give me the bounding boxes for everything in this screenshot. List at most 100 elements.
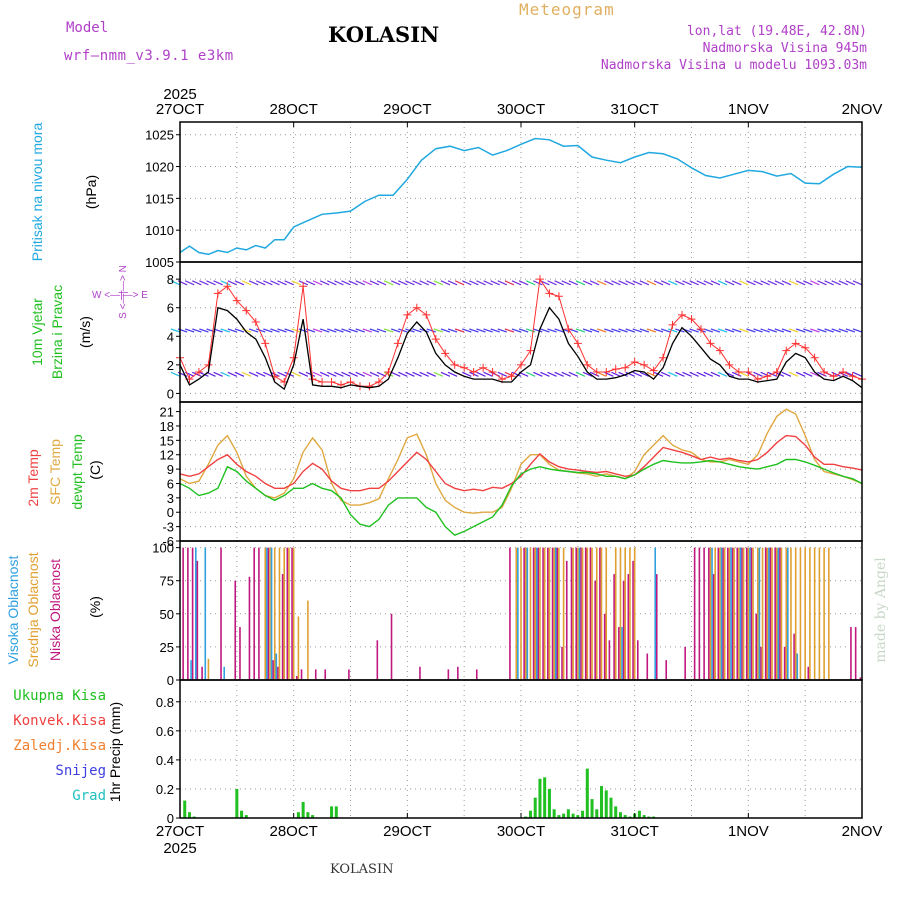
wind-arrow (646, 328, 657, 333)
precip-bar (552, 809, 556, 818)
footer-station: KOLASIN (330, 862, 394, 877)
wind-arrow (660, 280, 671, 286)
wind-arrow (256, 371, 266, 377)
wind-arrow (810, 280, 820, 286)
wind-arrow (611, 371, 621, 377)
wind-arrow (646, 371, 657, 377)
wind-gust-point (422, 310, 431, 319)
wind-gust-point (479, 363, 488, 372)
wind-arrow (184, 280, 195, 286)
wind-arrow (440, 280, 451, 286)
wind-arrow (511, 371, 522, 377)
wind-gust-point (289, 353, 298, 362)
wind-arrow (717, 371, 728, 377)
precip-bar (538, 778, 542, 818)
precip-bar (590, 799, 594, 818)
wind-arrow (511, 280, 522, 286)
wind-arrow (327, 328, 337, 333)
y-tick-label: 1025 (145, 128, 174, 143)
wind-arrow (675, 280, 685, 286)
y-tick-label: 1015 (145, 191, 174, 206)
wind-arrow (710, 371, 721, 377)
wind-arrow (369, 280, 380, 286)
x-tick-label-top: 30OCT (497, 101, 545, 118)
wind-arrow (746, 328, 756, 333)
wind-arrow (312, 371, 323, 377)
wind-arrow (618, 328, 628, 333)
wind-arrow (256, 280, 266, 286)
precip-legend-snow: Snijeg (55, 763, 106, 779)
y-tick-label: 8 (167, 272, 174, 287)
wind-gust-point (640, 360, 649, 369)
wind-arrow (632, 371, 643, 377)
wind-arrow (476, 280, 486, 286)
wind-arrow (824, 328, 834, 333)
wind-arrow (554, 280, 564, 286)
y-tick-label: 6 (167, 301, 174, 316)
wind-arrow (277, 280, 287, 286)
wind-arrow (220, 371, 230, 377)
wind-arrow (710, 328, 721, 333)
wind-arrow (263, 371, 273, 377)
wind-gust-point (573, 339, 582, 348)
wind-gust-point (318, 378, 327, 386)
y-tick-label: -3 (162, 520, 174, 535)
wind-arrow (575, 328, 586, 333)
y-tick-label: 75 (160, 574, 174, 589)
wind-arrow (490, 328, 500, 333)
wind-arrow (284, 371, 294, 377)
y-tick-label: 15 (160, 433, 174, 448)
precip-bar (543, 777, 547, 818)
y-tick-label: 21 (160, 405, 174, 420)
wind-compass-v: S <—|—> N (118, 265, 129, 319)
wind-arrow (540, 371, 550, 377)
cloud-label-high: Visoka Oblacnost (5, 556, 21, 665)
wind-arrow (604, 328, 614, 333)
wind-arrow (227, 328, 238, 333)
wind-arrow (746, 280, 756, 286)
wind-arrow (362, 371, 373, 377)
wind-arrow (390, 371, 401, 377)
x-tick-label-bottom: 1NOV (728, 823, 769, 840)
wind-arrow (632, 328, 642, 333)
wind-gust-point (791, 339, 800, 348)
wind-arrow (518, 280, 529, 286)
wind-arrow (696, 371, 706, 377)
wind-arrow (824, 280, 834, 286)
wind-arrow (788, 371, 799, 377)
wind-arrow (483, 371, 493, 377)
wind-gust-point (848, 372, 857, 381)
wind-arrow (192, 328, 202, 333)
wind-arrow (497, 371, 508, 377)
wind-arrow (781, 280, 792, 286)
wind-gust-point (772, 368, 781, 376)
wind-arrow (589, 371, 600, 377)
wind-arrow (717, 280, 728, 286)
x-tick-label-top: 28OCT (269, 101, 317, 118)
wind-arrow (355, 328, 365, 333)
wind-arrow (398, 280, 408, 286)
wind-gust-point (488, 368, 497, 376)
wind-arrow (241, 328, 252, 333)
wind-gust-point (299, 282, 308, 291)
wind-arrow (419, 280, 429, 286)
wind-arrow (739, 371, 749, 377)
wind-gust-point (393, 339, 402, 348)
wind-arrow (213, 280, 223, 286)
wind-gust-point (706, 339, 715, 348)
wind-arrow (341, 371, 351, 377)
precip-bar (301, 802, 305, 818)
wind-arrow (710, 280, 721, 286)
wind-gust-point (412, 303, 421, 312)
wind-arrow (476, 328, 486, 333)
wind-unit: (m/s) (77, 316, 93, 348)
precip-bar (235, 788, 239, 818)
y-tick-label: 0.4 (156, 753, 174, 768)
precip-unit: 1hr Precip (mm) (107, 702, 123, 802)
wind-gust-point (232, 296, 241, 305)
wind-gust-point (621, 363, 630, 372)
wind-arrow (831, 328, 841, 333)
pressure-unit: (hPa) (83, 175, 99, 209)
y-tick-label: 18 (160, 419, 174, 434)
wind-arrow (170, 328, 181, 333)
